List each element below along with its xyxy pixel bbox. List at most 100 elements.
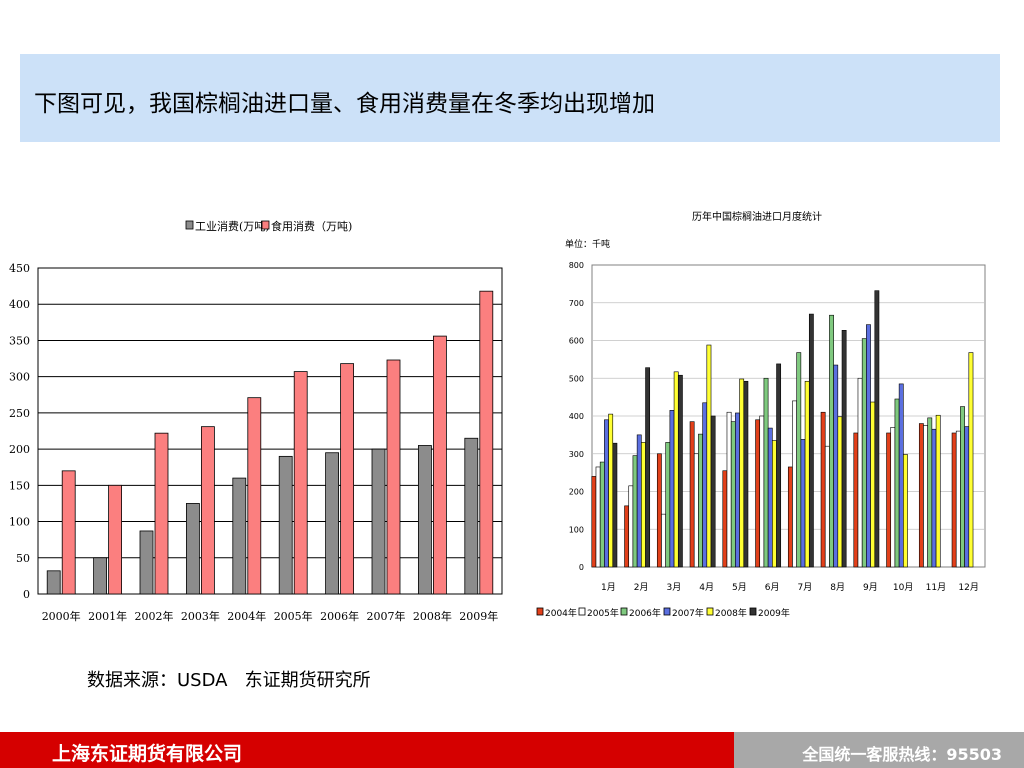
bar xyxy=(829,314,834,568)
x-tick-label: 2004年 xyxy=(227,609,266,623)
bar xyxy=(628,485,634,568)
x-tick-label: 2007年 xyxy=(367,609,406,623)
y-tick-label: 350 xyxy=(9,334,30,347)
bar xyxy=(464,437,479,595)
x-tick-label: 2001年 xyxy=(88,609,127,623)
bar xyxy=(656,453,662,568)
legend-label: 2009年 xyxy=(758,607,790,619)
y-tick-label: 300 xyxy=(569,450,584,459)
legend-swatch xyxy=(185,220,194,230)
page-title: 下图可见，我国棕榈油进口量、食用消费量在冬季均出现增加 xyxy=(34,91,655,117)
bar xyxy=(804,380,810,568)
bar xyxy=(792,400,797,568)
bar xyxy=(61,470,76,595)
bar xyxy=(866,324,871,568)
bar xyxy=(960,406,965,568)
bar xyxy=(735,412,740,568)
bar xyxy=(706,344,712,568)
bar xyxy=(665,442,671,568)
bar xyxy=(776,363,782,568)
x-tick-label: 2000年 xyxy=(42,609,81,623)
bar xyxy=(46,570,61,595)
bar xyxy=(93,557,107,595)
bar xyxy=(386,359,401,595)
bar xyxy=(591,476,597,568)
bar xyxy=(710,415,716,568)
bar xyxy=(870,401,876,568)
x-tick-label: 12月 xyxy=(958,582,978,593)
legend-label: 2008年 xyxy=(715,607,747,619)
bar xyxy=(808,313,814,568)
y-tick-label: 200 xyxy=(569,488,584,497)
legend-swatch xyxy=(749,607,757,616)
y-tick-label: 0 xyxy=(23,588,30,601)
bar xyxy=(608,413,614,568)
bar xyxy=(293,371,308,595)
bar xyxy=(689,421,695,568)
bar xyxy=(820,411,826,568)
legend-swatch xyxy=(578,607,586,616)
header-banner: 下图可见，我国棕榈油进口量、食用消费量在冬季均出现增加 xyxy=(20,54,1000,142)
bar xyxy=(759,415,765,568)
bar xyxy=(604,419,609,568)
bar xyxy=(918,423,924,568)
y-tick-label: 0 xyxy=(579,563,584,572)
bar xyxy=(278,455,293,595)
x-tick-label: 11月 xyxy=(926,582,946,593)
bar xyxy=(432,335,447,595)
bar xyxy=(763,377,769,568)
legend-label: 2007年 xyxy=(672,607,704,619)
x-tick-label: 7月 xyxy=(798,582,813,593)
bar xyxy=(857,377,863,568)
x-tick-label: 6月 xyxy=(765,582,780,593)
y-tick-label: 700 xyxy=(569,299,584,308)
bar xyxy=(955,430,961,568)
y-tick-label: 100 xyxy=(569,525,584,534)
y-tick-label: 500 xyxy=(569,374,584,383)
bar xyxy=(853,432,859,568)
bar xyxy=(632,455,638,568)
y-unit-label: 单位：千吨 xyxy=(565,238,610,250)
bar xyxy=(612,442,618,568)
charts-canvas: 0 50 100 150 200 250 300 350 400 450 2000年 2001年 200… xyxy=(9,210,986,623)
y-tick-label: 50 xyxy=(16,552,30,565)
bar xyxy=(964,426,970,568)
company-name: 上海东证期货有限公司 xyxy=(52,743,243,765)
bar xyxy=(903,454,908,568)
hotline-panel: 全国统一客服热线：95503 xyxy=(734,732,1024,768)
chart-title: 历年中国棕榈油进口月度统计 xyxy=(692,210,822,223)
footer-bar: 上海东证期货有限公司 全国统一客服热线：95503 xyxy=(0,732,1024,768)
bar xyxy=(595,466,601,568)
bar xyxy=(702,402,708,568)
bar xyxy=(139,530,154,595)
bar xyxy=(661,513,666,568)
bar xyxy=(861,338,867,568)
legend-swatch xyxy=(663,607,671,616)
x-tick-label: 4月 xyxy=(699,582,714,593)
bar xyxy=(325,452,340,595)
bar xyxy=(755,419,761,568)
bar xyxy=(796,352,802,568)
x-tick-label: 8月 xyxy=(830,582,845,593)
bar xyxy=(968,352,974,568)
bar xyxy=(599,461,605,568)
legend-label: 工业消费(万吨) xyxy=(195,219,270,233)
bar xyxy=(923,425,928,568)
source-note: 数据来源：USDA 东证期货研究所 xyxy=(87,670,371,691)
bar xyxy=(645,367,651,568)
bar xyxy=(726,411,732,568)
bar xyxy=(890,427,896,568)
y-tick-label: 400 xyxy=(569,412,584,421)
y-tick-label: 300 xyxy=(9,371,30,384)
bar xyxy=(886,432,892,568)
bar xyxy=(931,428,937,568)
bar xyxy=(841,330,847,568)
x-tick-label: 2003年 xyxy=(181,609,220,623)
bar xyxy=(874,290,880,568)
legend-label: 2006年 xyxy=(629,607,661,619)
bar xyxy=(898,383,904,568)
plot-area xyxy=(37,267,503,595)
x-tick-label: 5月 xyxy=(732,582,747,593)
y-tick-label: 150 xyxy=(9,479,30,492)
